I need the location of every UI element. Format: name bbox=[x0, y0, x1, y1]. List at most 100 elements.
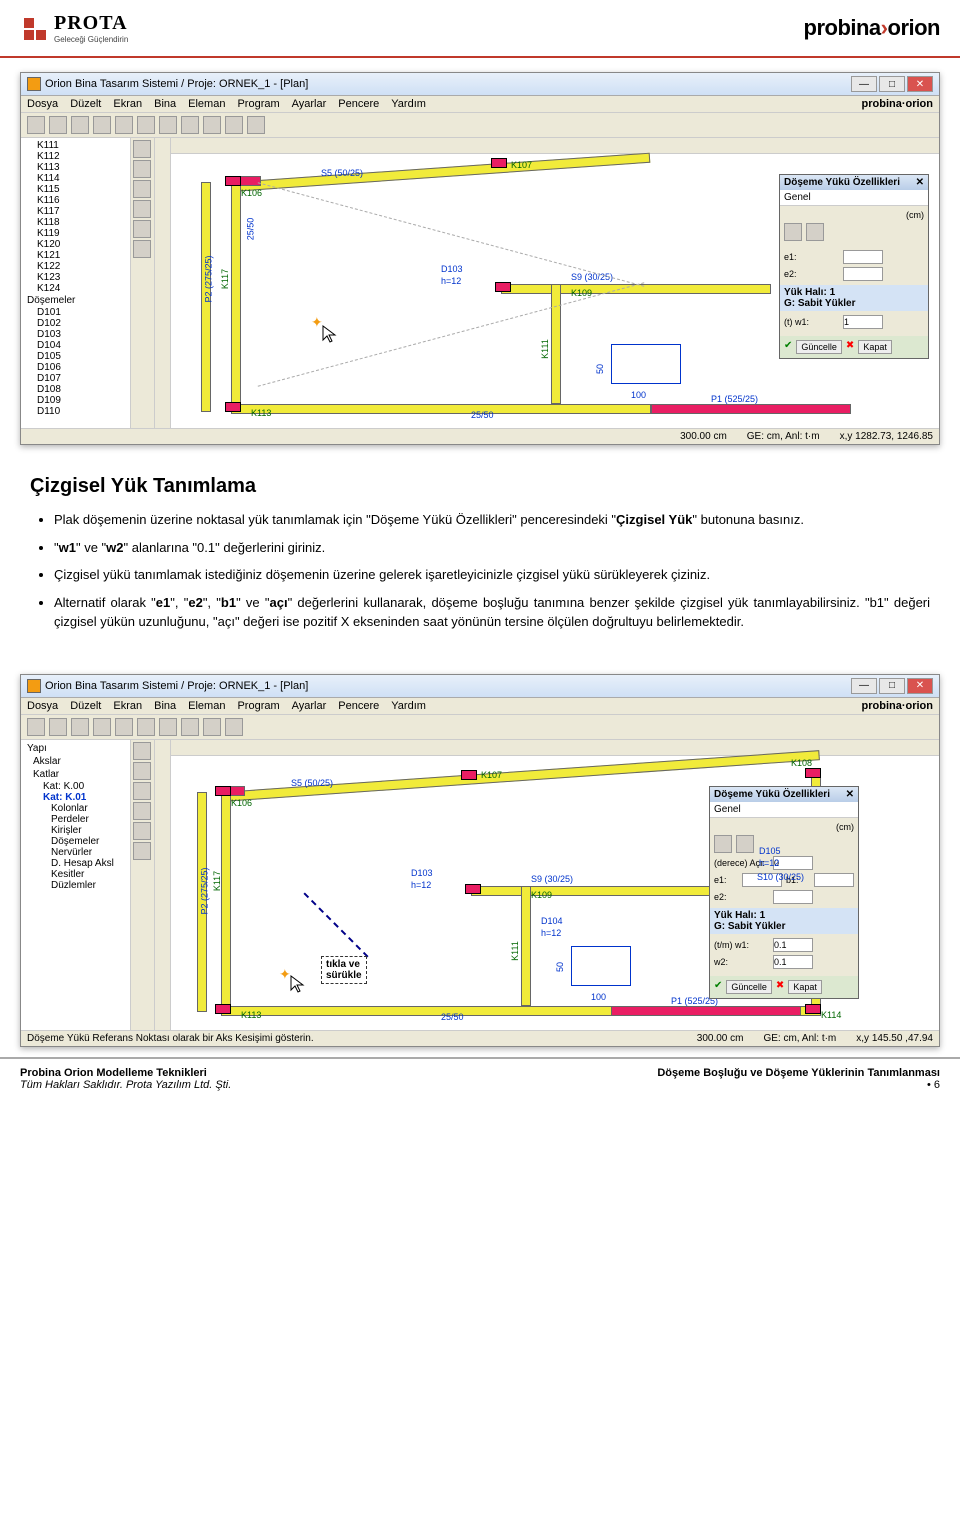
toolbar-icon[interactable] bbox=[203, 718, 221, 736]
tree-item[interactable]: K117 bbox=[25, 206, 126, 217]
tree-item[interactable]: Perdeler bbox=[25, 814, 126, 825]
menu-item[interactable]: Program bbox=[237, 700, 279, 712]
tree-node[interactable]: Akslar bbox=[25, 755, 126, 768]
update-button[interactable]: Güncelle bbox=[796, 340, 842, 354]
tree-node[interactable]: Yapı bbox=[25, 742, 126, 755]
vtool-icon[interactable] bbox=[133, 240, 151, 258]
toolbar-icon[interactable] bbox=[247, 116, 265, 134]
tree-node[interactable]: Döşemeler bbox=[25, 294, 126, 307]
menu-item[interactable]: Dosya bbox=[27, 700, 58, 712]
close-button[interactable]: ✕ bbox=[907, 76, 933, 92]
tree-item[interactable]: K114 bbox=[25, 173, 126, 184]
vtool-icon[interactable] bbox=[133, 822, 151, 840]
toolbar-icon[interactable] bbox=[115, 116, 133, 134]
tree-item[interactable]: D101 bbox=[25, 307, 126, 318]
w1-input[interactable] bbox=[843, 315, 883, 329]
menu-item[interactable]: Eleman bbox=[188, 700, 225, 712]
vtool-icon[interactable] bbox=[133, 842, 151, 860]
update-button[interactable]: Güncelle bbox=[726, 980, 772, 994]
b1-input[interactable] bbox=[814, 873, 854, 887]
menu-item[interactable]: Dosya bbox=[27, 98, 58, 110]
tree-item[interactable]: K118 bbox=[25, 217, 126, 228]
tree-item[interactable]: D102 bbox=[25, 318, 126, 329]
tree-item[interactable]: Düzlemler bbox=[25, 880, 126, 891]
menu-item[interactable]: Bina bbox=[154, 700, 176, 712]
minimize-button[interactable]: — bbox=[851, 76, 877, 92]
menu-item[interactable]: Düzelt bbox=[70, 700, 101, 712]
toolbar-icon[interactable] bbox=[225, 718, 243, 736]
tree-item[interactable]: K124 bbox=[25, 283, 126, 294]
toolbar-icon[interactable] bbox=[225, 116, 243, 134]
vtool-icon[interactable] bbox=[133, 180, 151, 198]
menu-item[interactable]: Ayarlar bbox=[292, 700, 327, 712]
vtool-icon[interactable] bbox=[133, 762, 151, 780]
tree-item[interactable]: Döşemeler bbox=[25, 836, 126, 847]
toolbar-icon[interactable] bbox=[93, 116, 111, 134]
properties-panel[interactable]: Döşeme Yükü Özellikleri✕ Genel (cm) e1: … bbox=[779, 174, 929, 359]
toolbar-icon[interactable] bbox=[159, 116, 177, 134]
menu-item[interactable]: Ayarlar bbox=[292, 98, 327, 110]
tree-item[interactable]: K122 bbox=[25, 261, 126, 272]
tree-item[interactable]: D104 bbox=[25, 340, 126, 351]
menu-item[interactable]: Eleman bbox=[188, 98, 225, 110]
tree-item[interactable]: D105 bbox=[25, 351, 126, 362]
tree-item[interactable]: K112 bbox=[25, 151, 126, 162]
e1-input[interactable] bbox=[843, 250, 883, 264]
close-button[interactable]: Kapat bbox=[858, 340, 892, 354]
panel-tab[interactable]: Genel bbox=[710, 802, 858, 818]
panel-close-icon[interactable]: ✕ bbox=[846, 789, 854, 800]
tree-sidebar[interactable]: Yapı Akslar Katlar Kat: K.00 Kat: K.01 K… bbox=[21, 740, 131, 1030]
close-button[interactable]: Kapat bbox=[788, 980, 822, 994]
toolbar-icon[interactable] bbox=[181, 116, 199, 134]
toolbar-icon[interactable] bbox=[71, 718, 89, 736]
vtool-icon[interactable] bbox=[133, 160, 151, 178]
vtool-icon[interactable] bbox=[133, 742, 151, 760]
tree-item[interactable]: K115 bbox=[25, 184, 126, 195]
properties-panel[interactable]: Döşeme Yükü Özellikleri✕ Genel (cm) (der… bbox=[709, 786, 859, 999]
tree-item[interactable]: D108 bbox=[25, 384, 126, 395]
panel-tab[interactable]: Genel bbox=[780, 190, 928, 206]
tree-item[interactable]: D. Hesap Aksl bbox=[25, 858, 126, 869]
tree-item[interactable]: K121 bbox=[25, 250, 126, 261]
e2-input[interactable] bbox=[843, 267, 883, 281]
menu-item[interactable]: Ekran bbox=[113, 700, 142, 712]
tree-item[interactable]: D106 bbox=[25, 362, 126, 373]
menu-item[interactable]: Yardım bbox=[391, 700, 426, 712]
w1-input[interactable] bbox=[773, 938, 813, 952]
menu-item[interactable]: Pencere bbox=[338, 98, 379, 110]
toolbar-icon[interactable] bbox=[181, 718, 199, 736]
tree-item[interactable]: Kat: K.01 bbox=[25, 792, 126, 803]
menu-item[interactable]: Pencere bbox=[338, 700, 379, 712]
tree-item[interactable]: D107 bbox=[25, 373, 126, 384]
tree-item[interactable]: K116 bbox=[25, 195, 126, 206]
toolbar-icon[interactable] bbox=[27, 718, 45, 736]
tree-item[interactable]: Kat: K.00 bbox=[25, 781, 126, 792]
tree-item[interactable]: Kirişler bbox=[25, 825, 126, 836]
tree-item[interactable]: K111 bbox=[25, 140, 126, 151]
toolbar-icon[interactable] bbox=[27, 116, 45, 134]
menu-item[interactable]: Program bbox=[237, 98, 279, 110]
vtool-icon[interactable] bbox=[133, 220, 151, 238]
maximize-button[interactable]: □ bbox=[879, 76, 905, 92]
maximize-button[interactable]: □ bbox=[879, 678, 905, 694]
vtool-icon[interactable] bbox=[133, 200, 151, 218]
tree-item[interactable]: Kesitler bbox=[25, 869, 126, 880]
close-button[interactable]: ✕ bbox=[907, 678, 933, 694]
tree-item[interactable]: K123 bbox=[25, 272, 126, 283]
minimize-button[interactable]: — bbox=[851, 678, 877, 694]
e2-input[interactable] bbox=[773, 890, 813, 904]
drawing-canvas[interactable]: S5 (50/25) K106 K107 K108 P2 (275/25) K1… bbox=[171, 740, 939, 1030]
toolbar-icon[interactable] bbox=[159, 718, 177, 736]
menu-item[interactable]: Yardım bbox=[391, 98, 426, 110]
tree-item[interactable]: K119 bbox=[25, 228, 126, 239]
toolbar-icon[interactable] bbox=[115, 718, 133, 736]
toolbar-icon[interactable] bbox=[137, 116, 155, 134]
tree-sidebar[interactable]: K111 K112 K113 K114 K115 K116 K117 K118 … bbox=[21, 138, 131, 428]
toolbar-icon[interactable] bbox=[93, 718, 111, 736]
toolbar-icon[interactable] bbox=[49, 718, 67, 736]
vtool-icon[interactable] bbox=[133, 802, 151, 820]
tree-item[interactable]: D110 bbox=[25, 406, 126, 417]
tree-item[interactable]: K113 bbox=[25, 162, 126, 173]
point-load-icon[interactable] bbox=[714, 835, 732, 853]
tree-item[interactable]: Kolonlar bbox=[25, 803, 126, 814]
